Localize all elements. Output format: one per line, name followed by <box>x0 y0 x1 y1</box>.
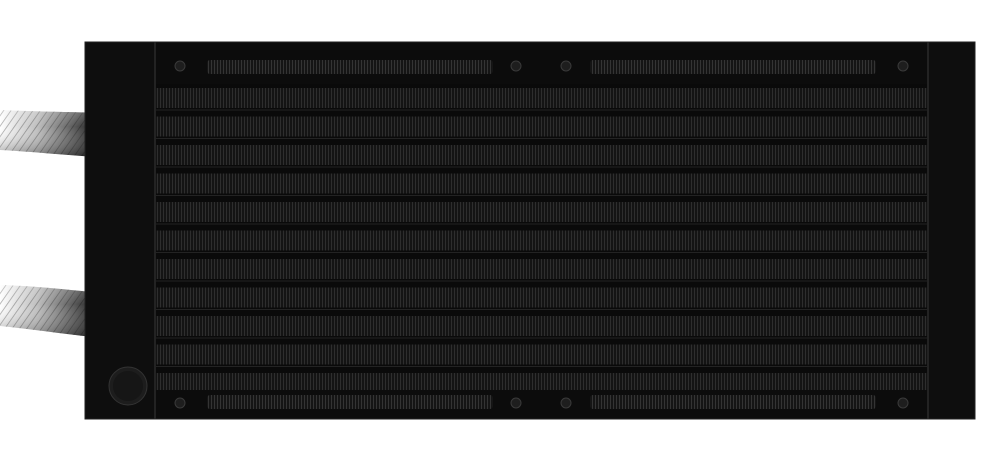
radiator-fins <box>156 84 927 390</box>
left-end-tank <box>85 42 157 419</box>
bottom-strip <box>156 390 927 419</box>
fill-plug-inner <box>113 371 143 401</box>
right-end-tank <box>927 42 975 419</box>
radiator-outline <box>84 41 976 420</box>
top-strip <box>156 42 927 84</box>
